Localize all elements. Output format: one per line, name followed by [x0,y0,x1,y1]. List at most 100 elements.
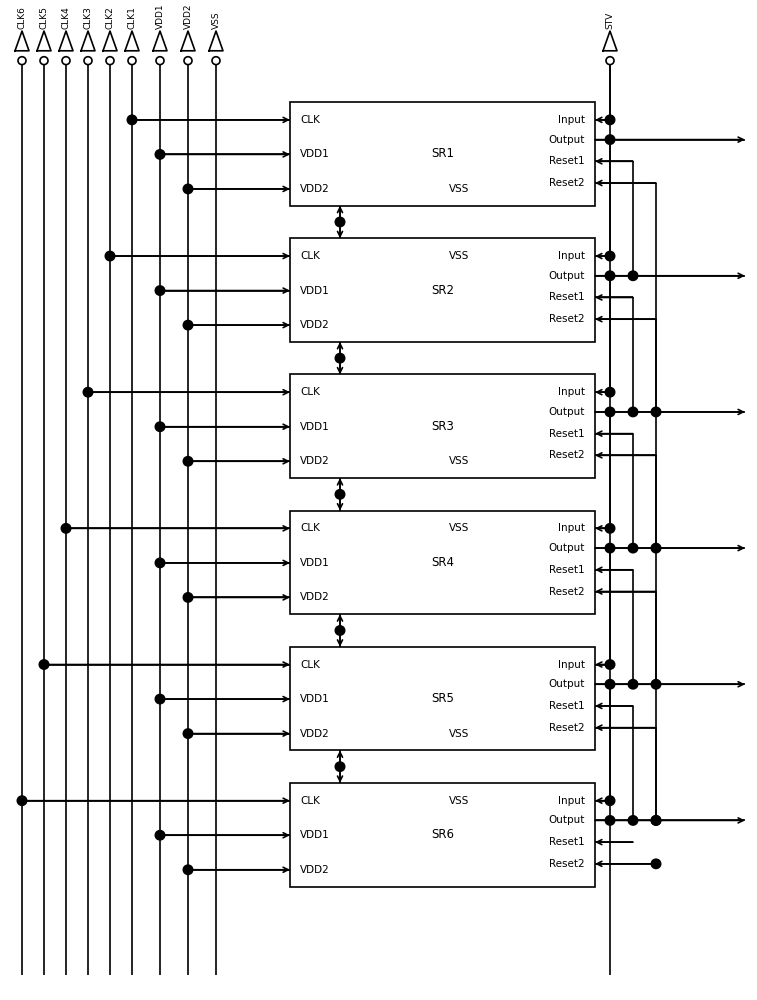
Text: Reset2: Reset2 [550,178,585,188]
Text: VDD1: VDD1 [300,149,330,159]
Text: VSS: VSS [211,11,220,29]
Text: VDD2: VDD2 [183,4,192,29]
Text: Input: Input [558,115,585,125]
Circle shape [605,680,615,689]
Circle shape [628,816,638,825]
Circle shape [106,57,114,65]
Text: CLK: CLK [300,115,320,125]
Text: VDD2: VDD2 [300,592,330,602]
Text: VDD1: VDD1 [300,830,330,840]
Circle shape [155,286,165,295]
Circle shape [183,593,193,602]
Circle shape [605,271,615,281]
Circle shape [651,816,661,825]
Bar [290,374,595,478]
Bar [290,511,595,614]
Text: SR5: SR5 [431,692,454,705]
Circle shape [17,796,26,805]
Text: Input: Input [558,251,585,261]
Circle shape [212,57,220,65]
Text: Reset1: Reset1 [550,292,585,302]
Circle shape [651,816,661,825]
Text: VSS: VSS [449,796,469,806]
Text: CLK: CLK [300,796,320,806]
Text: VDD1: VDD1 [155,3,164,29]
Text: VDD2: VDD2 [300,865,330,875]
Circle shape [105,251,115,261]
Circle shape [40,57,48,65]
Text: VSS: VSS [449,184,469,194]
Bar [290,783,595,887]
Circle shape [628,680,638,689]
Circle shape [156,57,164,65]
Text: Output: Output [549,543,585,553]
Text: SR6: SR6 [431,828,454,841]
Circle shape [605,524,615,533]
Text: Reset2: Reset2 [550,314,585,324]
Text: VDD1: VDD1 [300,694,330,704]
Text: Reset1: Reset1 [550,565,585,575]
Circle shape [39,660,48,669]
Circle shape [651,407,661,417]
Text: SR4: SR4 [431,556,454,569]
Circle shape [128,57,136,65]
Text: SR3: SR3 [431,420,454,433]
Circle shape [605,660,615,669]
Circle shape [183,865,193,874]
Circle shape [605,543,615,553]
Text: VDD2: VDD2 [300,729,330,739]
Text: CLK2: CLK2 [105,6,114,29]
Circle shape [335,762,344,771]
Text: Reset2: Reset2 [550,450,585,460]
Circle shape [628,543,638,553]
Text: CLK5: CLK5 [39,6,48,29]
Text: VDD1: VDD1 [300,422,330,432]
Circle shape [183,729,193,738]
Circle shape [62,57,70,65]
Circle shape [83,387,93,397]
Text: CLK: CLK [300,387,320,397]
Text: CLK6: CLK6 [17,6,26,29]
Circle shape [184,57,192,65]
Text: VSS: VSS [449,456,469,466]
Circle shape [155,558,165,568]
Circle shape [335,217,344,227]
Circle shape [183,320,193,330]
Text: VDD2: VDD2 [300,456,330,466]
Circle shape [155,830,165,840]
Circle shape [335,626,344,635]
Text: Reset1: Reset1 [550,701,585,711]
Circle shape [651,680,661,689]
Text: Reset2: Reset2 [550,587,585,597]
Text: CLK: CLK [300,523,320,533]
Bar [290,238,595,342]
Text: SR2: SR2 [431,284,454,297]
Text: Input: Input [558,796,585,806]
Circle shape [651,543,661,553]
Text: VSS: VSS [449,251,469,261]
Text: VDD1: VDD1 [300,558,330,568]
Circle shape [605,796,615,805]
Text: Output: Output [549,271,585,281]
Text: Reset2: Reset2 [550,859,585,869]
Text: VDD1: VDD1 [300,286,330,296]
Circle shape [127,115,137,125]
Text: Input: Input [558,660,585,670]
Text: Reset1: Reset1 [550,156,585,166]
Text: Output: Output [549,407,585,417]
Text: CLK: CLK [300,660,320,670]
Circle shape [155,150,165,159]
Circle shape [183,184,193,194]
Circle shape [605,251,615,261]
Text: VDD2: VDD2 [300,184,330,194]
Circle shape [155,422,165,431]
Text: Input: Input [558,387,585,397]
Text: CLK4: CLK4 [61,6,70,29]
Circle shape [155,694,165,704]
Circle shape [605,387,615,397]
Text: VDD2: VDD2 [300,320,330,330]
Circle shape [18,57,26,65]
Text: VSS: VSS [449,523,469,533]
Bar [290,647,595,750]
Circle shape [605,135,615,144]
